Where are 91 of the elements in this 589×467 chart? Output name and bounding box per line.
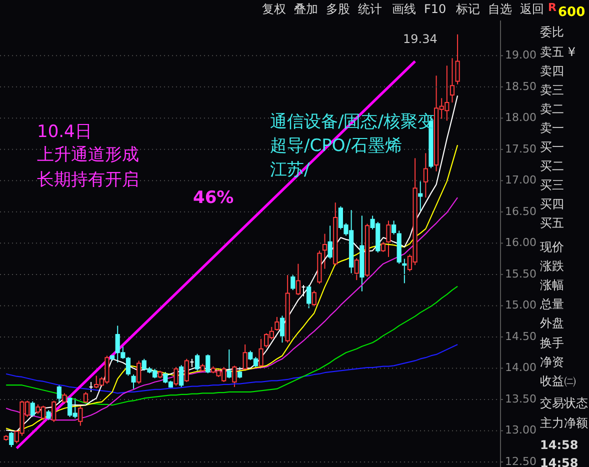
text: 14:58 — [540, 438, 578, 452]
text: 净资 — [540, 355, 564, 369]
text: 收益㈡ — [540, 374, 576, 388]
candlestick — [290, 274, 296, 291]
annotation: 46% — [193, 188, 234, 208]
candlestick — [237, 366, 242, 379]
text: 买四 — [540, 197, 564, 211]
candlestick — [380, 241, 386, 252]
text: 统计 — [358, 2, 382, 16]
text: 涨跌 — [540, 259, 564, 273]
y-tick-label: 14.50 — [505, 330, 536, 343]
text: R — [548, 1, 557, 14]
candlestick — [232, 365, 237, 388]
candlestick — [392, 220, 396, 235]
candlestick — [450, 58, 455, 104]
candlestick — [62, 392, 67, 404]
candlestick — [194, 353, 200, 372]
candlestick — [322, 233, 328, 270]
y-tick-label: 13.50 — [505, 392, 536, 406]
candlestick — [274, 316, 280, 332]
text: 涨幅 — [540, 278, 564, 292]
y-tick-label: 17.50 — [505, 142, 536, 156]
candlestick — [306, 284, 312, 309]
y-tick-label: 15.50 — [505, 267, 536, 280]
y-tick-label: 14.00 — [505, 361, 536, 374]
y-tick-label: 16.50 — [505, 204, 536, 218]
candlestick — [328, 225, 332, 260]
y-tick-label: 13.00 — [505, 424, 536, 437]
candlestick — [174, 366, 178, 386]
text: 买一 — [540, 140, 564, 154]
text: 买二 — [540, 159, 564, 173]
candlestick — [258, 338, 264, 368]
candlestick — [418, 180, 423, 212]
candlestick — [280, 315, 285, 344]
y-tick-label: 16.00 — [505, 236, 536, 250]
text: 卖二 — [540, 102, 564, 116]
candlestick — [9, 431, 14, 448]
candlestick — [52, 400, 56, 422]
candlestick — [30, 400, 35, 418]
candlestick — [78, 405, 83, 426]
y-tick-label: 12.50 — [505, 455, 536, 467]
candlestick — [312, 290, 316, 307]
text: 委比 — [540, 25, 564, 39]
candlestick — [184, 358, 189, 382]
text: 买五 — [540, 216, 564, 230]
candlestick — [179, 364, 184, 388]
text: 600 — [558, 5, 586, 20]
candlestick — [386, 220, 391, 258]
annotation: 19.34 — [403, 32, 438, 46]
text: 自选 — [488, 2, 512, 16]
y-tick-label: 15.00 — [505, 298, 536, 312]
candlestick — [206, 354, 210, 374]
text: 返回 — [520, 2, 544, 16]
text: 卖四 — [540, 64, 564, 78]
text: 卖一 — [540, 121, 564, 135]
candlestick — [136, 360, 142, 384]
text: 卖五 ¥ — [540, 45, 576, 59]
y-tick-label: 17.00 — [505, 174, 536, 187]
line-series — [6, 344, 458, 394]
candlestick — [296, 263, 300, 296]
annotation: 长期持有开启 — [37, 170, 139, 190]
candlestick — [242, 344, 248, 372]
text: 复权 — [262, 2, 286, 16]
text: 换手 — [540, 336, 564, 350]
candlestick — [83, 391, 88, 404]
candlestick — [402, 258, 407, 284]
text: 标记 — [455, 2, 480, 16]
annotation: 10.4日 — [37, 122, 92, 142]
text: 主力净额 — [540, 416, 588, 430]
y-tick-label: 18.00 — [505, 111, 536, 124]
annotation: 上升通道形成 — [37, 145, 139, 165]
text: 14:58 — [540, 456, 578, 467]
candlestick — [423, 152, 428, 198]
candlestick — [131, 374, 136, 390]
text: 多股 — [326, 2, 350, 16]
candlestick — [46, 410, 51, 421]
text: 交易状态 — [540, 396, 588, 410]
candlestick — [226, 348, 232, 379]
text: 现价 — [540, 240, 564, 254]
text: 卖三 — [540, 83, 564, 97]
text: 总量 — [539, 297, 564, 311]
text: 叠加 — [294, 2, 318, 16]
text: 画线 — [392, 2, 416, 16]
candlestick — [455, 34, 460, 85]
text: F10 — [424, 2, 446, 16]
y-tick-label: 18.50 — [505, 80, 536, 93]
candlestick — [56, 384, 62, 404]
candlestick — [354, 258, 359, 281]
text: 外盘 — [540, 316, 564, 330]
text: 买三 — [540, 178, 564, 192]
y-tick-label: 19.00 — [505, 48, 536, 62]
